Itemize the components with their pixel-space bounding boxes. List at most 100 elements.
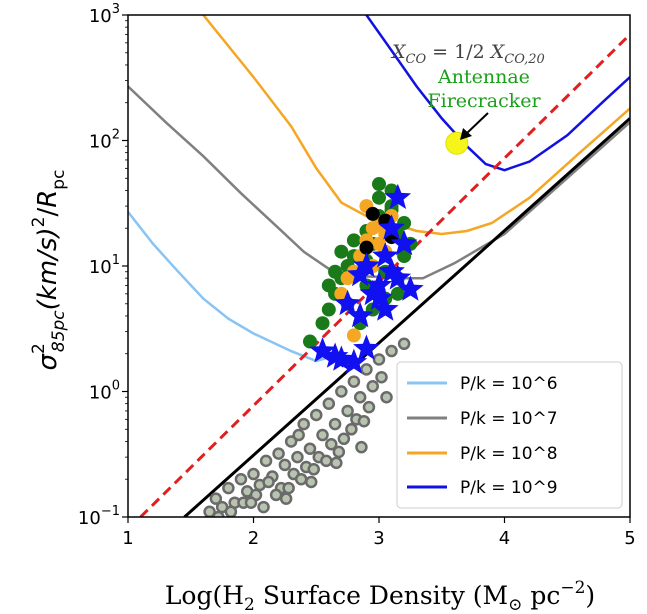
formula-sub1: CO — [406, 52, 427, 67]
legend: P/k = 10^6 P/k = 10^7 P/k = 10^8 P/k = 1… — [396, 361, 623, 509]
annotation-arrow — [460, 112, 489, 140]
formula-annotation: XCO = 1/2 XCO,20 — [390, 41, 545, 67]
gray-point — [224, 505, 238, 517]
pressure-curve-4 — [365, 15, 630, 172]
gray-point — [316, 428, 329, 442]
x-tick-label: 5 — [624, 528, 635, 549]
data-point — [346, 328, 361, 343]
black-fit-line — [183, 117, 630, 517]
gray-point — [360, 363, 373, 376]
data-point — [340, 271, 355, 286]
data-point — [328, 264, 343, 279]
star-point — [353, 252, 380, 278]
data-point — [390, 286, 405, 301]
x-tick-label: 2 — [248, 528, 259, 549]
star-point — [378, 214, 405, 240]
gray-point — [209, 492, 223, 505]
y-tick-label: 102 — [89, 128, 120, 153]
x-tick-label: 4 — [499, 528, 510, 549]
pressure-curve-3 — [202, 15, 630, 236]
data-point — [372, 177, 386, 192]
formula-eq: = 1/2 — [426, 41, 491, 63]
data-point — [315, 316, 330, 331]
data-point — [321, 302, 336, 317]
legend-entry-2: P/k = 10^7 — [407, 409, 558, 429]
gray-point — [222, 481, 235, 495]
star-point — [397, 275, 424, 301]
gray-point — [272, 447, 285, 460]
data-point — [372, 190, 386, 205]
data-point — [359, 240, 374, 255]
gray-point — [310, 408, 323, 422]
gray-point — [347, 375, 361, 388]
gray-point — [372, 353, 386, 366]
gray-point — [278, 458, 292, 472]
gray-point — [212, 510, 225, 517]
y-tick-label: 100 — [89, 379, 120, 404]
star-point — [334, 289, 361, 316]
gray-point — [259, 454, 273, 468]
gray-point — [294, 472, 308, 486]
legend-label-2: P/k = 10^7 — [460, 409, 558, 429]
gray-point — [362, 400, 376, 414]
star-point — [384, 264, 412, 290]
y-axis-label: σ285pc(km/s)2/Rpc — [29, 170, 69, 371]
gray-point — [330, 456, 343, 470]
gray-point — [345, 423, 358, 436]
gray-point — [375, 370, 388, 384]
gray-point — [353, 390, 367, 404]
data-point — [397, 249, 412, 264]
data-point — [321, 278, 336, 293]
star-point — [365, 271, 393, 297]
star-point — [353, 334, 380, 360]
gray-point — [380, 390, 393, 404]
svg-text:XCO = 1/2 XCO,20: XCO = 1/2 XCO,20 — [390, 41, 545, 67]
star-point — [321, 342, 349, 368]
gray-point — [303, 442, 317, 455]
gray-point — [341, 404, 354, 418]
star-point — [372, 242, 399, 268]
gray-point — [328, 417, 342, 431]
data-point — [334, 244, 349, 259]
gray-point — [307, 463, 320, 476]
gray-point — [322, 397, 336, 410]
legend-entry-1: P/k = 10^6 — [407, 374, 558, 394]
star-point — [340, 348, 368, 374]
star-point — [384, 183, 412, 209]
gray-point — [234, 472, 248, 486]
data-point — [302, 334, 317, 349]
gray-point — [257, 500, 270, 514]
formula-x1: X — [390, 41, 407, 63]
legend-entry-3: P/k = 10^8 — [407, 444, 558, 464]
gray-point — [355, 440, 368, 454]
legend-box — [396, 361, 623, 509]
gray-point — [366, 380, 379, 393]
gray-point — [297, 417, 310, 431]
gray-point — [284, 435, 298, 448]
y-tick-label: 103 — [89, 2, 120, 27]
annotation-antennae: Antennae — [437, 66, 530, 88]
formula-sub2: CO,20 — [504, 52, 545, 67]
gray-point — [292, 428, 305, 442]
x-tick-label: 1 — [122, 528, 133, 549]
gray-point — [291, 450, 304, 464]
gray-point — [304, 475, 318, 489]
gray-point — [357, 414, 371, 428]
star-point — [328, 345, 355, 371]
star-point — [378, 257, 405, 284]
legend-label-1: P/k = 10^6 — [460, 374, 558, 394]
y-axis-ticks: 10−1 100 101 102 103 — [78, 2, 128, 529]
legend-label-3: P/k = 10^8 — [460, 444, 558, 464]
gray-point — [262, 475, 275, 489]
gray-point — [279, 492, 293, 505]
gray-point — [244, 496, 258, 509]
gray-point — [397, 337, 411, 351]
star-point — [346, 301, 374, 328]
x-axis-label: Log(H2 Surface Density (M⊙ pc−2) — [165, 578, 595, 614]
star-point — [346, 260, 374, 287]
star-point — [365, 284, 393, 310]
gray-point — [247, 467, 260, 481]
gray-point — [269, 488, 283, 502]
gray-point — [337, 432, 351, 446]
